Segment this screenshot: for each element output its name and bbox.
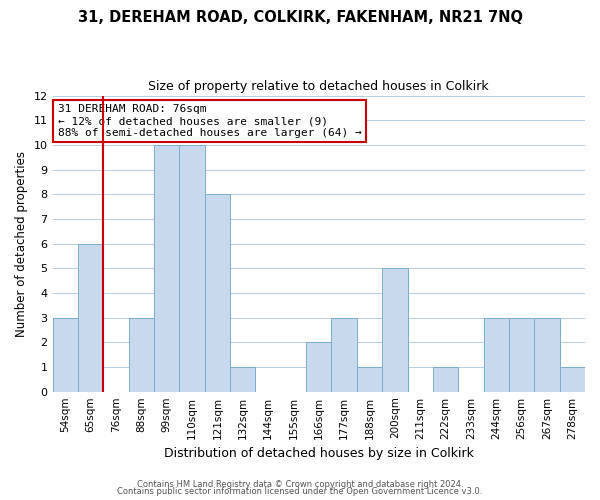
Bar [78, 244, 103, 392]
Bar [306, 342, 331, 392]
Bar [484, 318, 509, 392]
Bar [53, 318, 78, 392]
Bar [357, 367, 382, 392]
Bar [154, 145, 179, 392]
Text: Contains HM Land Registry data © Crown copyright and database right 2024.: Contains HM Land Registry data © Crown c… [137, 480, 463, 489]
Bar [205, 194, 230, 392]
Title: Size of property relative to detached houses in Colkirk: Size of property relative to detached ho… [148, 80, 489, 93]
Bar [331, 318, 357, 392]
Bar [534, 318, 560, 392]
X-axis label: Distribution of detached houses by size in Colkirk: Distribution of detached houses by size … [164, 447, 474, 460]
Text: 31, DEREHAM ROAD, COLKIRK, FAKENHAM, NR21 7NQ: 31, DEREHAM ROAD, COLKIRK, FAKENHAM, NR2… [77, 10, 523, 25]
Text: Contains public sector information licensed under the Open Government Licence v3: Contains public sector information licen… [118, 487, 482, 496]
Bar [560, 367, 585, 392]
Text: 31 DEREHAM ROAD: 76sqm
← 12% of detached houses are smaller (9)
88% of semi-deta: 31 DEREHAM ROAD: 76sqm ← 12% of detached… [58, 104, 362, 138]
Bar [433, 367, 458, 392]
Bar [179, 145, 205, 392]
Bar [128, 318, 154, 392]
Bar [230, 367, 256, 392]
Bar [382, 268, 407, 392]
Bar [509, 318, 534, 392]
Y-axis label: Number of detached properties: Number of detached properties [15, 150, 28, 336]
